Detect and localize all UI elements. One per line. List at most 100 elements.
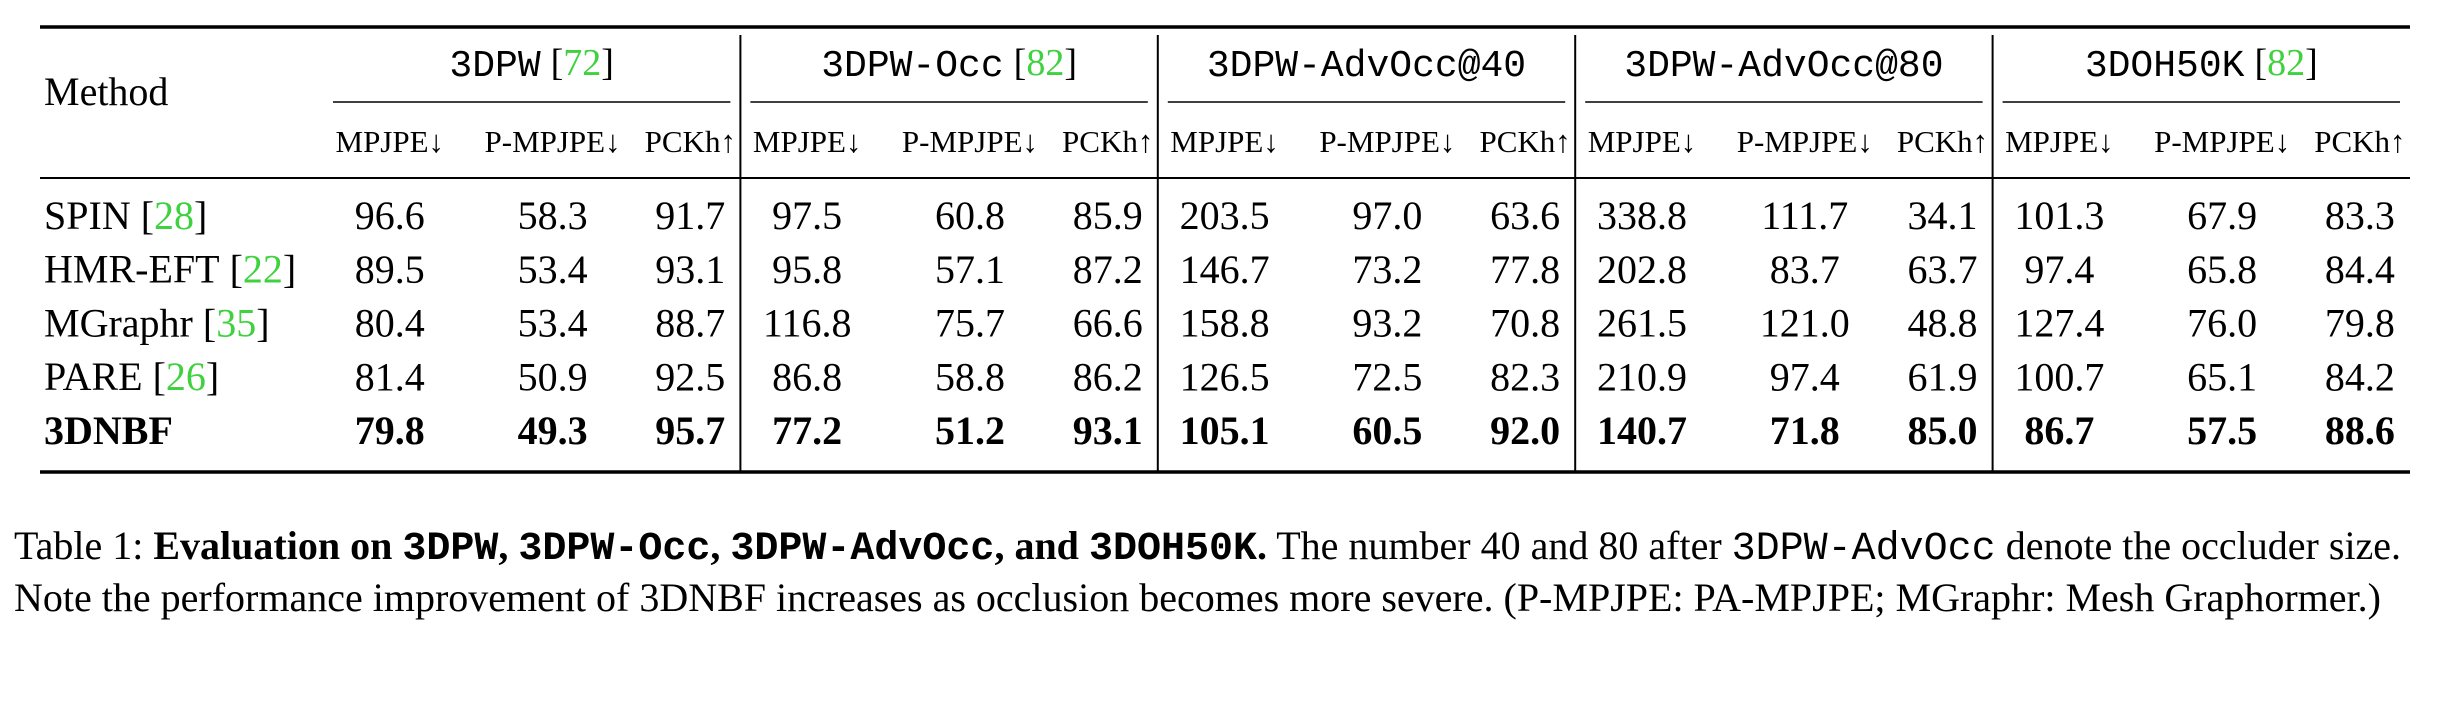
cell-value: 57.5	[2187, 408, 2257, 453]
method-name: 3DNBF	[44, 408, 173, 453]
group-name: 3DPW-Occ	[821, 45, 1003, 88]
cell-value: 84.4	[2325, 247, 2395, 292]
cell-value: 86.7	[2024, 408, 2094, 453]
cell-value: 50.9	[518, 354, 588, 399]
cell-value: 85.9	[1073, 193, 1143, 238]
metric-header: PCKh↑	[1479, 124, 1570, 159]
cell-value: 87.2	[1073, 247, 1143, 292]
cell-value: 65.8	[2187, 247, 2257, 292]
cell-value: 88.6	[2325, 408, 2395, 453]
cell-value: 79.8	[355, 408, 425, 453]
cell-value: 93.2	[1352, 301, 1422, 346]
metric-header: PCKh↑	[1897, 124, 1988, 159]
cell-value: 57.1	[935, 247, 1005, 292]
caption-segment: 3DOH50K	[1088, 527, 1257, 572]
method-label: SPIN	[44, 193, 131, 238]
caption-segment: .	[1256, 523, 1267, 568]
cell-value: 82.3	[1490, 354, 1560, 399]
cell-value: 58.3	[518, 193, 588, 238]
metric-header: P-MPJPE↓	[902, 124, 1038, 159]
method-name: MGraphr [35]	[44, 301, 270, 346]
cell-value: 97.0	[1352, 193, 1422, 238]
caption-segment: ,	[710, 523, 731, 568]
group-name: 3DOH50K	[2085, 45, 2245, 88]
citation: [26]	[153, 354, 220, 399]
metric-header: PCKh↑	[2314, 124, 2405, 159]
metric-header: MPJPE↓	[1588, 124, 1697, 159]
group-name: 3DPW	[449, 45, 540, 88]
group-name: 3DPW-AdvOcc@40	[1207, 45, 1526, 88]
citation: [28]	[141, 193, 208, 238]
metric-header: PCKh↑	[645, 124, 736, 159]
cell-value: 111.7	[1761, 193, 1848, 238]
group-name: 3DPW-AdvOcc@80	[1624, 45, 1943, 88]
group-title: 3DPW-AdvOcc@40	[1207, 45, 1526, 88]
cell-value: 96.6	[355, 193, 425, 238]
caption-segment: The number 40 and 80 after	[1266, 523, 1732, 568]
cell-value: 210.9	[1597, 354, 1687, 399]
metric-header: P-MPJPE↓	[2154, 124, 2290, 159]
cell-value: 97.5	[772, 193, 842, 238]
cell-value: 97.4	[1770, 354, 1840, 399]
cell-value: 93.1	[655, 247, 725, 292]
cell-value: 81.4	[355, 354, 425, 399]
cell-value: 89.5	[355, 247, 425, 292]
caption-segment: 3DPW-Occ	[518, 527, 711, 572]
method-label: HMR-EFT	[44, 247, 220, 292]
cell-value: 83.7	[1770, 247, 1840, 292]
citation: [82]	[1014, 42, 1077, 84]
cell-value: 77.8	[1490, 247, 1560, 292]
cell-value: 86.2	[1073, 354, 1143, 399]
cell-value: 53.4	[518, 247, 588, 292]
cell-value: 92.5	[655, 354, 725, 399]
cell-value: 88.7	[655, 301, 725, 346]
cell-value: 84.2	[2325, 354, 2395, 399]
method-label: PARE	[44, 354, 143, 399]
cell-value: 51.2	[935, 408, 1005, 453]
method-label: 3DNBF	[44, 408, 173, 453]
cell-value: 34.1	[1908, 193, 1978, 238]
cell-value: 97.4	[2024, 247, 2094, 292]
cell-value: 95.8	[772, 247, 842, 292]
caption-segment: 3DPW-AdvOcc	[1731, 527, 1996, 572]
cell-value: 53.4	[518, 301, 588, 346]
caption-segment: denote the occluder size. Note the perfo…	[14, 523, 2402, 620]
table-caption: Table 1: Evaluation on 3DPW, 3DPW-Occ, 3…	[14, 522, 2424, 622]
cell-value: 158.8	[1180, 301, 1270, 346]
group-title: 3DPW [72]	[449, 42, 614, 88]
citation: [35]	[203, 301, 270, 346]
cell-value: 61.9	[1908, 354, 1978, 399]
cell-value: 75.7	[935, 301, 1005, 346]
group-title: 3DPW-Occ [82]	[821, 42, 1077, 88]
caption-segment: ,	[498, 523, 519, 568]
cell-value: 100.7	[2014, 354, 2104, 399]
cell-value: 121.0	[1760, 301, 1850, 346]
cell-value: 116.8	[763, 301, 852, 346]
cell-value: 72.5	[1352, 354, 1422, 399]
cell-value: 261.5	[1597, 301, 1687, 346]
cell-value: 48.8	[1908, 301, 1978, 346]
method-label: MGraphr	[44, 301, 193, 346]
cell-value: 77.2	[772, 408, 842, 453]
caption-segment: Table 1:	[14, 523, 154, 568]
cell-value: 140.7	[1597, 408, 1687, 453]
metric-header: P-MPJPE↓	[1319, 124, 1455, 159]
citation: [72]	[551, 42, 614, 84]
method-name: HMR-EFT [22]	[44, 247, 296, 292]
cell-value: 86.8	[772, 354, 842, 399]
citation: [22]	[230, 247, 297, 292]
method-name: PARE [26]	[44, 354, 219, 399]
metric-header: PCKh↑	[1062, 124, 1153, 159]
cell-value: 71.8	[1770, 408, 1840, 453]
metric-header: MPJPE↓	[336, 124, 445, 159]
cell-value: 101.3	[2014, 193, 2104, 238]
cell-value: 70.8	[1490, 301, 1560, 346]
metric-header: MPJPE↓	[753, 124, 862, 159]
results-table: Method 3DPW [72] MPJPE↓ P-MPJPE↓ PCKh↑ 3DPW-Oc…	[40, 25, 2410, 474]
caption-segment: 3DPW-AdvOcc	[730, 527, 995, 572]
cell-value: 85.0	[1908, 408, 1978, 453]
caption-segment: 3DPW	[402, 527, 499, 572]
cell-value: 91.7	[655, 193, 725, 238]
cell-value: 83.3	[2325, 193, 2395, 238]
cell-value: 105.1	[1180, 408, 1270, 453]
